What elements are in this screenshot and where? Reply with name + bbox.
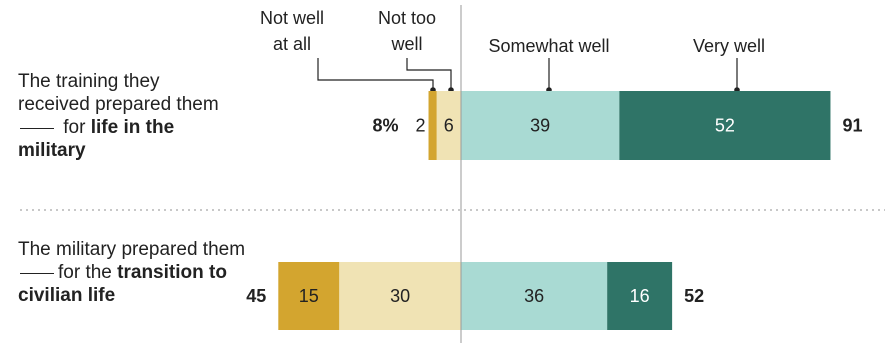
blank-line-1	[20, 128, 54, 129]
question-1-bold: life in the military	[18, 117, 175, 161]
net-negative-row1: 8%	[373, 116, 399, 136]
bar-row2-very-well	[607, 262, 673, 330]
bar-label-row2-not-well-at-all: 15	[299, 286, 319, 306]
question-label-2: The military prepared themfor the transi…	[18, 238, 253, 307]
question-1-mid: for	[63, 117, 86, 138]
question-2-mid: for the	[58, 262, 112, 283]
bar-label-row2-somewhat-well: 36	[524, 286, 544, 306]
bar-label-row1-somewhat-well: 39	[530, 116, 550, 136]
legend-label-not-well-at-all-1: Not well	[260, 8, 324, 28]
legend-label-not-too-well-2: well	[390, 34, 422, 54]
bar-row1-somewhat-well	[461, 91, 620, 160]
bar-label-row2-not-too-well: 30	[390, 286, 410, 306]
bar-label-row2-very-well: 16	[630, 286, 650, 306]
bar-label-row1-not-well-at-all: 2	[416, 116, 426, 136]
bar-row1-not-too-well	[436, 91, 461, 160]
net-positive-row1: 91	[842, 116, 862, 136]
bar-row2-not-too-well	[339, 262, 461, 330]
question-2-bold: transition to civilian life	[18, 262, 227, 306]
leader-line-not-too-well	[406, 58, 452, 90]
question-1-text: The training they received prepared them	[18, 71, 219, 115]
legend-label-not-well-at-all-2: at all	[273, 34, 311, 54]
bars-layer: 62 8% 39 52 91 30 15 45 36 16 52	[246, 91, 862, 330]
leader-line-not-well-at-all	[317, 58, 434, 90]
legend-label-very-well: Very well	[693, 36, 765, 56]
question-label-1: The training they received prepared them…	[18, 70, 233, 162]
net-positive-row2: 52	[684, 286, 704, 306]
question-2-text: The military prepared them	[18, 239, 246, 260]
legend-label-not-too-well-1: Not too	[378, 8, 436, 28]
bar-row1-very-well	[619, 91, 831, 160]
bar-label-row1-not-too-well: 6	[444, 116, 454, 136]
bar-label-row1-very-well: 52	[715, 116, 735, 136]
bar-row2-somewhat-well	[461, 262, 608, 330]
net-negative-row2: 45	[246, 286, 266, 306]
blank-line-2	[20, 273, 54, 274]
bar-row1-not-well-at-all	[428, 91, 437, 160]
legend-label-somewhat-well: Somewhat well	[488, 36, 609, 56]
bar-row2-not-well-at-all	[278, 262, 340, 330]
